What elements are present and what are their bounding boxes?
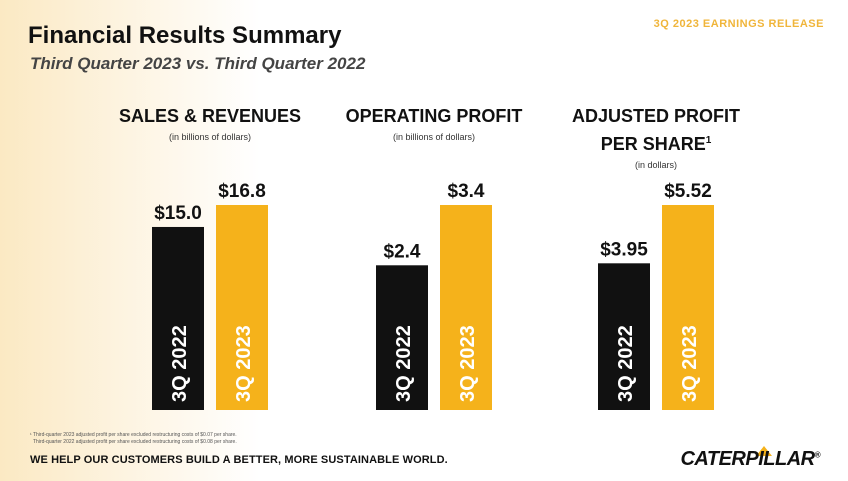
- page-subtitle: Third Quarter 2023 vs. Third Quarter 202…: [30, 54, 366, 73]
- logo-text: CATERPILLAR: [680, 448, 815, 470]
- footnote-mark: 1: [706, 135, 712, 146]
- bar-3q-2022: [376, 265, 428, 410]
- bar-3q-2023: [440, 205, 492, 410]
- chart-title: SALES & REVENUES: [119, 106, 301, 126]
- bar-3q-2022: [152, 226, 204, 410]
- tagline-strong: BUILD A BETTER, MORE SUSTAINABLE WORLD.: [185, 454, 448, 466]
- bar-category-label: 3Q 2023: [679, 325, 701, 402]
- bar-category-label: 3Q 2023: [233, 325, 255, 402]
- chart-subtitle: (in billions of dollars): [169, 132, 251, 142]
- footnote-1: ¹ Third-quarter 2023 adjusted profit per…: [30, 432, 237, 438]
- footnote-2: Third-quarter 2022 adjusted profit per s…: [33, 439, 237, 445]
- chart-title: OPERATING PROFIT: [346, 106, 523, 126]
- bar-category-label: 3Q 2023: [457, 325, 479, 402]
- bar-3q-2023: [216, 205, 268, 410]
- bar-3q-2023: [662, 205, 714, 410]
- chart-subtitle: (in dollars): [635, 160, 677, 170]
- bar-value-label: $3.4: [448, 181, 485, 202]
- logo-triangle-icon: [756, 446, 772, 456]
- tagline: WE HELP OUR CUSTOMERS BUILD A BETTER, MO…: [30, 454, 448, 466]
- bar-value-label: $2.4: [384, 241, 421, 262]
- page-title: Financial Results Summary: [28, 22, 342, 49]
- bar-category-label: 3Q 2022: [169, 325, 191, 402]
- logo-mark: ®: [814, 450, 821, 460]
- bar-value-label: $5.52: [664, 181, 712, 202]
- bar-value-label: $3.95: [600, 239, 648, 260]
- chart-title-line2: PER SHARE1: [601, 134, 712, 154]
- tagline-prefix: WE HELP OUR CUSTOMERS: [30, 454, 186, 466]
- bar-category-label: 3Q 2022: [393, 325, 415, 402]
- bar-3q-2022: [598, 263, 650, 410]
- earnings-release-label: 3Q 2023 EARNINGS RELEASE: [653, 18, 824, 30]
- bar-value-label: $15.0: [154, 203, 202, 224]
- chart-title-line1: ADJUSTED PROFIT: [572, 106, 740, 126]
- chart-subtitle: (in billions of dollars): [393, 132, 475, 142]
- caterpillar-logo: CATERPILLAR®: [680, 448, 820, 471]
- bar-value-label: $16.8: [218, 181, 266, 202]
- bar-category-label: 3Q 2022: [615, 325, 637, 402]
